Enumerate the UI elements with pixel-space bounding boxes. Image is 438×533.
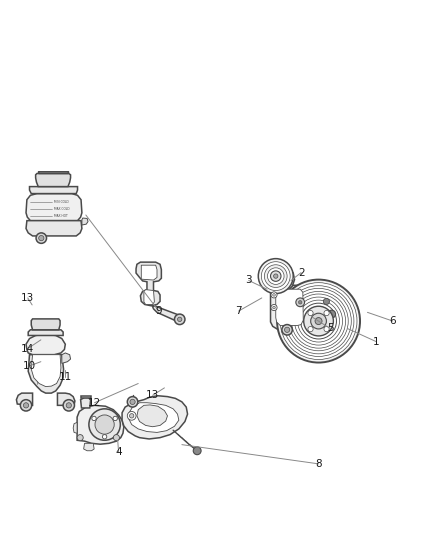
Circle shape — [308, 327, 313, 332]
Text: 13: 13 — [21, 293, 35, 303]
Circle shape — [315, 318, 322, 325]
Circle shape — [285, 327, 290, 333]
Circle shape — [297, 300, 339, 342]
Polygon shape — [77, 405, 124, 444]
Circle shape — [193, 447, 201, 455]
Circle shape — [39, 236, 44, 241]
Circle shape — [177, 317, 182, 321]
Circle shape — [324, 327, 329, 332]
Circle shape — [283, 286, 354, 357]
Text: 9: 9 — [155, 306, 162, 316]
Circle shape — [311, 313, 326, 329]
Polygon shape — [84, 443, 94, 451]
Polygon shape — [57, 393, 75, 405]
Text: MAX COLD: MAX COLD — [54, 207, 70, 211]
Circle shape — [130, 399, 135, 405]
Polygon shape — [122, 395, 187, 439]
Circle shape — [273, 294, 276, 296]
Text: 8: 8 — [315, 459, 322, 469]
Text: MAX HOT: MAX HOT — [54, 214, 68, 219]
Polygon shape — [129, 403, 179, 432]
Circle shape — [20, 400, 32, 411]
Circle shape — [127, 397, 138, 407]
Circle shape — [282, 325, 292, 335]
Text: 14: 14 — [21, 344, 35, 353]
Circle shape — [291, 294, 346, 348]
Circle shape — [289, 292, 348, 351]
Circle shape — [92, 416, 96, 421]
Polygon shape — [137, 405, 167, 427]
Polygon shape — [38, 172, 69, 174]
Circle shape — [258, 259, 293, 294]
Circle shape — [89, 409, 120, 440]
Polygon shape — [29, 187, 78, 193]
Circle shape — [286, 288, 351, 354]
Polygon shape — [152, 306, 179, 320]
Circle shape — [63, 400, 74, 411]
Text: 11: 11 — [59, 372, 72, 382]
Polygon shape — [276, 289, 303, 326]
Polygon shape — [31, 354, 61, 386]
Circle shape — [23, 403, 28, 408]
Circle shape — [77, 434, 83, 441]
Circle shape — [274, 274, 278, 278]
Text: 12: 12 — [88, 398, 101, 408]
Circle shape — [36, 233, 46, 244]
Circle shape — [113, 434, 120, 441]
Circle shape — [280, 282, 357, 359]
Circle shape — [130, 414, 134, 418]
Polygon shape — [31, 319, 60, 330]
Polygon shape — [35, 174, 71, 187]
Circle shape — [95, 415, 114, 434]
Text: 4: 4 — [115, 447, 122, 457]
Polygon shape — [141, 265, 157, 280]
Text: MIN COLD: MIN COLD — [54, 200, 69, 204]
Circle shape — [308, 310, 313, 316]
Circle shape — [273, 306, 276, 309]
Circle shape — [271, 271, 281, 281]
Polygon shape — [16, 393, 32, 405]
Circle shape — [296, 298, 304, 306]
Polygon shape — [81, 395, 91, 398]
Circle shape — [324, 310, 329, 316]
Circle shape — [271, 304, 277, 311]
Circle shape — [261, 262, 290, 290]
Text: 7: 7 — [235, 306, 242, 316]
Circle shape — [265, 265, 287, 287]
Polygon shape — [81, 398, 91, 408]
Text: 10: 10 — [22, 361, 35, 371]
Polygon shape — [28, 354, 64, 393]
Polygon shape — [260, 261, 294, 293]
Circle shape — [127, 411, 136, 420]
Text: 6: 6 — [389, 316, 396, 326]
Text: 1: 1 — [373, 337, 379, 346]
Circle shape — [294, 297, 343, 345]
Text: 3: 3 — [245, 276, 252, 286]
Circle shape — [271, 292, 277, 298]
Polygon shape — [26, 221, 82, 236]
Polygon shape — [26, 193, 82, 221]
Polygon shape — [271, 285, 307, 330]
Circle shape — [102, 434, 107, 439]
Circle shape — [174, 314, 185, 325]
Circle shape — [298, 301, 302, 304]
Circle shape — [328, 310, 336, 318]
Text: 13: 13 — [146, 390, 159, 400]
Circle shape — [304, 306, 333, 336]
Circle shape — [277, 280, 360, 362]
Text: 2: 2 — [298, 268, 304, 278]
Circle shape — [300, 303, 336, 339]
Polygon shape — [144, 289, 154, 304]
Circle shape — [113, 416, 117, 421]
Polygon shape — [136, 262, 161, 306]
Polygon shape — [62, 353, 71, 364]
Text: 5: 5 — [327, 324, 334, 334]
Circle shape — [323, 298, 329, 304]
Polygon shape — [73, 422, 77, 433]
Circle shape — [268, 268, 284, 285]
Polygon shape — [28, 330, 63, 335]
Polygon shape — [26, 334, 65, 354]
Circle shape — [66, 403, 71, 408]
Polygon shape — [82, 218, 88, 225]
